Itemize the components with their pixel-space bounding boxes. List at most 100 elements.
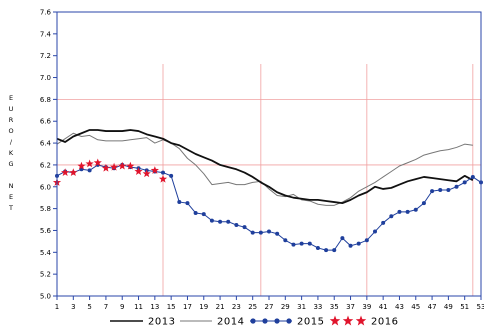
series-2015-point (405, 209, 410, 214)
series-2016-point (61, 168, 70, 177)
series-2015-point (397, 209, 402, 214)
y-axis-label-char: U (9, 105, 14, 113)
series-2016-point (126, 161, 135, 170)
series-2015-point (373, 229, 377, 234)
series-2015-point (201, 212, 206, 217)
x-tick-label: 27 (265, 303, 274, 311)
series-2015-point (454, 184, 459, 189)
legend-2015-marker (262, 318, 268, 324)
y-tick-label: 7.0 (40, 74, 51, 82)
series-2015-point (470, 174, 475, 179)
series-2015-point (324, 248, 329, 253)
series-2016-point (118, 161, 127, 170)
series-2015-point (462, 180, 467, 185)
x-tick-label: 45 (411, 303, 420, 311)
x-tick-label: 31 (297, 303, 306, 311)
series-2015-point (218, 219, 223, 224)
series-2015-point (307, 241, 312, 246)
series-2016-point (85, 159, 94, 168)
series-2015-point (348, 243, 353, 248)
legend-2014-label: 2014 (217, 317, 244, 328)
legend-2015-label: 2015 (297, 317, 324, 328)
grid-lines (57, 64, 481, 296)
y-tick-label: 7.4 (40, 30, 52, 38)
series-2015-point (258, 230, 263, 235)
series-2015-point (430, 189, 435, 194)
x-tick-label: 17 (183, 303, 192, 311)
series-2016-point (77, 161, 86, 170)
series-2015-point (356, 241, 361, 246)
x-tick-label: 37 (346, 303, 355, 311)
series-2015-point (242, 225, 247, 230)
y-tick-label: 7.2 (40, 52, 51, 60)
y-axis-label-char: E (9, 94, 13, 102)
legend-2015-marker (286, 318, 292, 324)
plot-frame (56, 11, 482, 297)
y-tick-label: 5.4 (40, 249, 52, 257)
x-tick-label: 25 (248, 303, 257, 311)
y-axis-label-char: N (9, 182, 14, 190)
series-2015-point (193, 210, 198, 215)
x-tick-label: 29 (281, 303, 290, 311)
series-2014-line (56, 132, 473, 206)
x-tick-label: 41 (379, 303, 388, 311)
x-tick-label: 7 (104, 303, 108, 311)
y-tick-label: 5.8 (40, 205, 51, 213)
series-2016-point (93, 158, 102, 167)
y-tick-label: 6.2 (40, 161, 51, 169)
x-axis: 1 3 5 7 9 11 13 15 17 19 21 23 25 27 29 31 33 35 37 39 41 43 4… (55, 296, 484, 311)
y-tick-label: 6.8 (40, 96, 51, 104)
series-2015-point (421, 201, 426, 206)
series-2015-point (177, 200, 182, 205)
x-tick-label: 21 (216, 303, 225, 311)
x-tick-label: 47 (428, 303, 437, 311)
legend-2016-marker (342, 315, 354, 326)
series-2016-point (69, 168, 78, 177)
x-tick-label: 33 (313, 303, 322, 311)
series-2015-point (267, 229, 271, 234)
series-2015-point (226, 219, 231, 224)
series-2016-point (142, 169, 151, 178)
series-2015-point (209, 218, 214, 223)
x-tick-label: 1 (55, 303, 59, 311)
y-axis-label-char: G (8, 160, 13, 168)
y-tick-label: 6.0 (40, 183, 51, 191)
series-2015-point (87, 168, 92, 173)
series-2015-point (364, 238, 369, 243)
x-tick-label: 11 (134, 303, 143, 311)
y-axis-label-char: R (9, 116, 14, 124)
y-tick-label: 5.2 (40, 271, 51, 279)
series-2016-point (109, 162, 119, 171)
series-2016-point (134, 167, 143, 175)
x-tick-label: 19 (199, 303, 208, 311)
legend-2015-marker (274, 318, 280, 324)
series-2015-line (56, 164, 482, 251)
series-2015-point (413, 207, 418, 212)
y-tick-label: 5.6 (40, 227, 52, 235)
series-2015-point (161, 170, 165, 175)
series-2015-point (169, 173, 174, 178)
y-tick-label: 6.6 (40, 118, 52, 126)
series-2015-point (332, 248, 337, 253)
x-tick-label: 13 (150, 303, 159, 311)
y-tick-label: 6.4 (40, 140, 52, 148)
x-tick-label: 53 (477, 303, 484, 311)
series-2015-point (275, 231, 280, 236)
series-2015-point (299, 241, 304, 246)
legend-2016-marker (355, 315, 367, 326)
x-tick-label: 23 (232, 303, 241, 311)
y-axis-label-char: / (10, 138, 13, 146)
series-2015-point (250, 230, 255, 235)
series-2015-point (234, 223, 239, 227)
series-layer (52, 129, 483, 253)
series-2016-point (158, 174, 168, 183)
series-2016-point (150, 166, 159, 174)
series-2015-point (381, 220, 386, 225)
y-axis-label-char: T (8, 204, 13, 212)
series-2016-point (101, 163, 111, 172)
x-tick-label: 49 (444, 303, 453, 311)
x-tick-label: 51 (460, 303, 469, 311)
legend-2015-marker (250, 318, 256, 324)
